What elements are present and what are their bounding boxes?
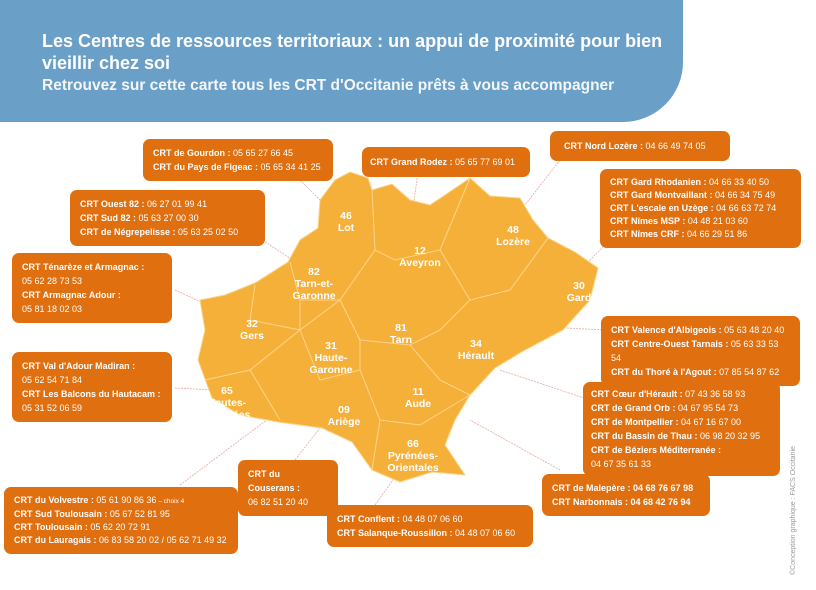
department-label: 30 Gard <box>566 280 592 304</box>
region-shape <box>197 171 599 483</box>
department-label: 82 Tarn-et-Garonne <box>292 266 336 302</box>
crt-box-aude: CRT de Malepère : 04 68 76 67 98 CRT Nar… <box>542 474 710 516</box>
department-label: 12 Aveyron <box>399 245 441 269</box>
department-label: 66 Pyrénées-Orientales <box>387 438 439 474</box>
crt-box-lot: CRT de Gourdon : 05 65 27 66 45 CRT du P… <box>143 139 333 181</box>
page-title: Les Centres de ressources territoriaux :… <box>42 31 663 73</box>
department-label: 32 Gers <box>240 318 264 342</box>
department-label: 48 Lozère <box>496 224 530 248</box>
page-subtitle: Retrouvez sur cette carte tous les CRT d… <box>42 77 615 94</box>
crt-box-pyrenees-orientales: CRT Conflent : 04 48 07 06 60 CRT Salanq… <box>327 505 533 547</box>
department-label: 34 Hérault <box>457 338 495 362</box>
department-label: 65 Hautes-Pyrénées <box>203 385 251 421</box>
department-label: 46 Lot <box>337 210 355 234</box>
crt-box-tarn: CRT Valence d'Albigeois : 05 63 48 20 40… <box>601 316 800 386</box>
credit-text: ©Conception graphique : FACS Occitanie <box>790 446 797 575</box>
department-label: 31 Haute-Garonne <box>309 340 353 376</box>
crt-box-aveyron: CRT Grand Rodez : 05 65 77 69 01 <box>362 147 530 177</box>
crt-box-haute-garonne: CRT du Volvestre : 05 61 90 86 36 – choi… <box>4 487 238 554</box>
header-banner: Les Centres de ressources territoriaux :… <box>0 0 683 122</box>
crt-box-gard: CRT Gard Rhodanien : 04 66 33 40 50 CRT … <box>600 169 801 248</box>
crt-box-hautes-pyrenees: CRT Val d'Adour Madiran :05 62 54 71 84 … <box>12 352 172 422</box>
department-label: 09 Ariège <box>327 404 361 428</box>
crt-box-gers: CRT Ténarèze et Armagnac :05 62 28 73 53… <box>12 253 172 323</box>
crt-box-ariege: CRT du Couserans :06 82 51 20 40 <box>238 460 338 516</box>
crt-box-lozere: CRT Nord Lozère : 04 66 49 74 05 <box>550 131 730 161</box>
department-label: 81 Tarn <box>390 322 412 346</box>
crt-box-herault: CRT Cœur d'Hérault : 07 43 36 58 93 CRT … <box>583 382 780 476</box>
crt-box-tarn-et-garonne: CRT Ouest 82 : 06 27 01 99 41 CRT Sud 82… <box>70 190 265 246</box>
department-label: 11 Aude <box>404 386 432 410</box>
